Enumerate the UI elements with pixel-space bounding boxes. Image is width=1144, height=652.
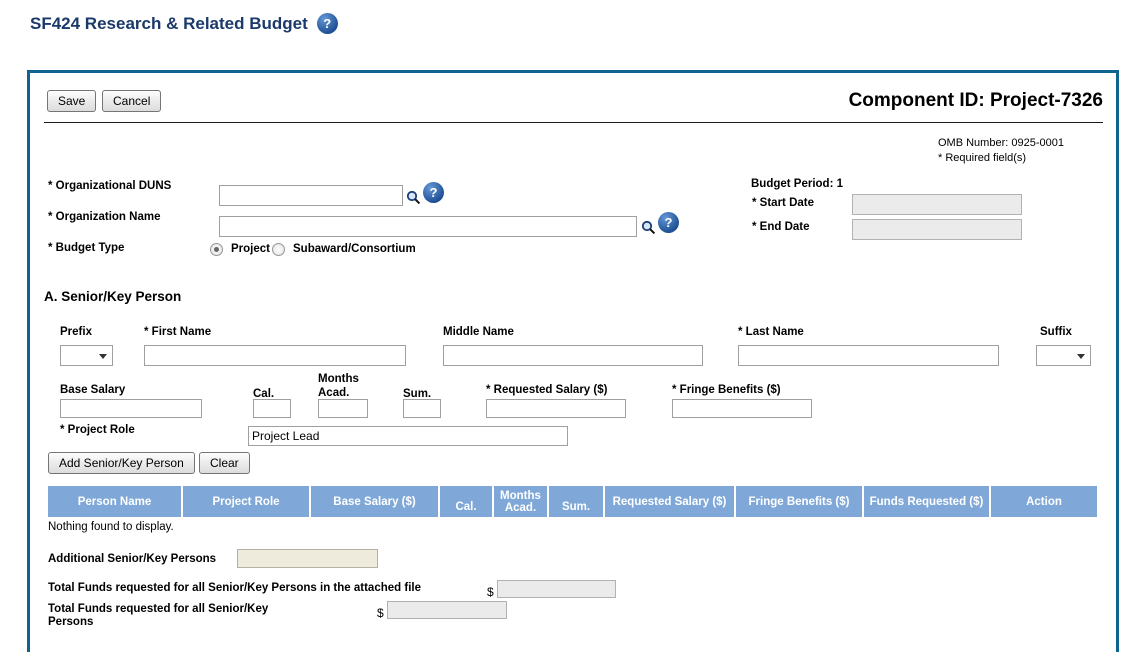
col-sum: Sum. — [549, 486, 603, 517]
duns-search-icon[interactable] — [406, 190, 421, 205]
total-all-persons-label: Total Funds requested for all Senior/Key… — [48, 603, 269, 628]
budget-type-project-radio[interactable] — [210, 243, 223, 256]
omb-number: OMB Number: 0925-0001 — [938, 137, 1064, 149]
org-name-help-icon[interactable]: ? — [658, 212, 679, 233]
form-panel — [27, 70, 1119, 652]
duns-input[interactable] — [219, 185, 403, 206]
last-name-input[interactable] — [738, 345, 999, 366]
base-salary-label: Base Salary — [60, 384, 126, 396]
component-id: Component ID: Project-7326 — [848, 90, 1103, 111]
start-date-input — [852, 194, 1022, 215]
end-date-input — [852, 219, 1022, 240]
col-project-role: Project Role — [183, 486, 309, 517]
prefix-select[interactable] — [60, 345, 113, 366]
col-action: Action — [991, 486, 1097, 517]
table-empty-message: Nothing found to display. — [48, 521, 174, 533]
end-date-label: * End Date — [752, 221, 810, 233]
requested-salary-label: * Requested Salary ($) — [486, 384, 608, 396]
page-help-icon[interactable]: ? — [316, 13, 338, 34]
col-requested-salary: Requested Salary ($) — [605, 486, 734, 517]
fringe-benefits-input[interactable] — [672, 399, 812, 418]
base-salary-input[interactable] — [60, 399, 202, 418]
col-person-name: Person Name — [48, 486, 181, 517]
header-divider — [44, 122, 1103, 123]
cal-label: Cal. — [253, 388, 275, 400]
additional-persons-label: Additional Senior/Key Persons — [48, 553, 217, 565]
middle-name-input[interactable] — [443, 345, 703, 366]
col-fringe-benefits: Fringe Benefits ($) — [736, 486, 862, 517]
project-role-label: * Project Role — [60, 424, 135, 436]
currency-symbol-all: $ — [377, 606, 384, 620]
prefix-label: Prefix — [60, 326, 92, 338]
middle-name-label: Middle Name — [443, 326, 514, 338]
first-name-label: * First Name — [144, 326, 212, 338]
col-months-acad: Months Acad. — [494, 486, 547, 517]
currency-symbol-attached: $ — [487, 585, 494, 599]
sum-months-input[interactable] — [403, 399, 441, 418]
page-title: SF424 Research & Related Budget — [30, 13, 308, 33]
suffix-label: Suffix — [1040, 326, 1072, 338]
persons-table-header: Person Name Project Role Base Salary ($)… — [48, 486, 1097, 517]
suffix-select[interactable] — [1036, 345, 1091, 366]
col-cal: Cal. — [440, 486, 492, 517]
total-all-persons-field — [387, 601, 507, 619]
requested-salary-input[interactable] — [486, 399, 626, 418]
last-name-label: * Last Name — [738, 326, 804, 338]
cancel-button[interactable]: Cancel — [102, 90, 162, 112]
months-label: Months — [318, 373, 359, 385]
sum-label: Sum. — [403, 388, 432, 400]
col-base-salary: Base Salary ($) — [311, 486, 438, 517]
add-senior-key-person-button[interactable]: Add Senior/Key Person — [48, 452, 195, 474]
first-name-input[interactable] — [144, 345, 406, 366]
total-attached-file-label: Total Funds requested for all Senior/Key… — [48, 582, 421, 594]
budget-type-subaward-label: Subaward/Consortium — [293, 243, 416, 255]
project-role-input[interactable] — [248, 426, 568, 446]
duns-help-icon[interactable]: ? — [423, 182, 444, 203]
required-note: * Required field(s) — [938, 152, 1027, 164]
budget-type-label: * Budget Type — [48, 242, 125, 254]
save-button[interactable]: Save — [47, 90, 97, 112]
col-funds-requested: Funds Requested ($) — [864, 486, 989, 517]
duns-label: * Organizational DUNS — [48, 180, 172, 192]
chevron-down-icon — [99, 354, 107, 359]
clear-button[interactable]: Clear — [199, 452, 250, 474]
org-name-label: * Organization Name — [48, 211, 161, 223]
budget-type-project-label: Project — [231, 243, 270, 255]
budget-period-label: Budget Period: 1 — [751, 178, 844, 190]
acad-months-input[interactable] — [318, 399, 368, 418]
budget-type-subaward-radio[interactable] — [272, 243, 285, 256]
chevron-down-icon — [1077, 354, 1085, 359]
acad-label: Acad. — [318, 387, 350, 399]
org-name-search-icon[interactable] — [641, 220, 656, 235]
org-name-input[interactable] — [219, 216, 637, 237]
omb-block: OMB Number: 0925-0001 * Required field(s… — [938, 136, 1064, 166]
total-attached-file-field — [497, 580, 616, 598]
page-title-row: SF424 Research & Related Budget ? — [30, 13, 338, 34]
start-date-label: * Start Date — [752, 197, 814, 209]
fringe-benefits-label: * Fringe Benefits ($) — [672, 384, 781, 396]
additional-persons-field — [237, 549, 378, 568]
section-a-heading: A. Senior/Key Person — [44, 289, 182, 304]
cal-months-input[interactable] — [253, 399, 291, 418]
